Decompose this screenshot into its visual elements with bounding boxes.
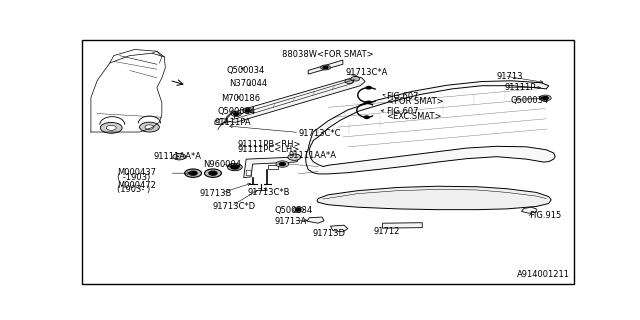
Polygon shape (244, 157, 298, 178)
Circle shape (243, 108, 253, 113)
Text: 91713C*C: 91713C*C (298, 129, 340, 138)
Polygon shape (522, 207, 536, 213)
Text: Q500034: Q500034 (227, 66, 264, 75)
Text: 91111AA*A: 91111AA*A (288, 151, 337, 160)
Circle shape (173, 154, 186, 160)
Polygon shape (306, 81, 555, 174)
Circle shape (345, 79, 354, 84)
Text: 91712: 91712 (374, 227, 400, 236)
Circle shape (106, 125, 116, 130)
Text: 91111PA: 91111PA (215, 118, 252, 127)
Bar (269, 165, 278, 170)
Text: FIG.915: FIG.915 (529, 211, 561, 220)
Circle shape (245, 109, 250, 112)
Circle shape (189, 171, 197, 175)
Circle shape (296, 208, 301, 211)
Polygon shape (383, 223, 422, 228)
Text: 91111AA*A: 91111AA*A (154, 152, 202, 161)
Polygon shape (246, 170, 251, 176)
Text: A914001211: A914001211 (517, 270, 570, 279)
Text: FIG.607: FIG.607 (387, 107, 419, 116)
Text: M000472: M000472 (117, 180, 156, 189)
Circle shape (205, 169, 221, 177)
Circle shape (288, 154, 301, 160)
Polygon shape (215, 118, 227, 124)
Text: (1903- ): (1903- ) (117, 185, 150, 195)
Text: 91713C*D: 91713C*D (213, 202, 256, 211)
Text: 91111PB<RH>: 91111PB<RH> (237, 140, 301, 149)
Circle shape (292, 207, 304, 212)
Circle shape (280, 163, 285, 165)
Circle shape (366, 86, 371, 89)
Text: ( -1903): ( -1903) (117, 173, 150, 182)
Circle shape (100, 123, 122, 133)
Polygon shape (307, 217, 324, 223)
Circle shape (185, 169, 202, 177)
Polygon shape (317, 186, 551, 210)
Circle shape (234, 113, 239, 115)
Circle shape (542, 97, 548, 100)
Text: M000437: M000437 (117, 168, 156, 177)
Text: <FOR SMAT>: <FOR SMAT> (387, 97, 443, 106)
Text: Q500034: Q500034 (511, 95, 548, 105)
Text: M700186: M700186 (221, 94, 260, 103)
Circle shape (540, 95, 551, 101)
Circle shape (227, 163, 242, 171)
Text: Q500034: Q500034 (275, 206, 313, 215)
Circle shape (209, 171, 217, 175)
Circle shape (231, 165, 239, 169)
Text: N370044: N370044 (229, 79, 267, 89)
Text: <EXC.SMAT>: <EXC.SMAT> (387, 111, 442, 121)
Circle shape (231, 112, 241, 116)
Text: 91713C*B: 91713C*B (248, 188, 290, 197)
Circle shape (140, 122, 159, 132)
Circle shape (276, 161, 289, 167)
Text: N960004: N960004 (203, 160, 241, 169)
Text: FIG.607: FIG.607 (387, 92, 419, 101)
Polygon shape (227, 76, 365, 122)
Circle shape (145, 125, 154, 129)
Text: 91111PC<LH>: 91111PC<LH> (237, 145, 300, 154)
Text: 91713: 91713 (497, 72, 523, 81)
Circle shape (364, 102, 369, 105)
Polygon shape (308, 60, 343, 74)
Circle shape (366, 101, 371, 104)
Circle shape (323, 66, 328, 69)
Text: 91713D: 91713D (312, 229, 345, 238)
Text: 91713B: 91713B (199, 189, 232, 198)
Text: 91713A: 91713A (275, 217, 307, 226)
Text: 88038W<FOR SMAT>: 88038W<FOR SMAT> (282, 50, 374, 59)
Text: Q500034: Q500034 (218, 107, 255, 116)
Circle shape (351, 76, 360, 81)
Circle shape (321, 65, 330, 70)
Polygon shape (330, 225, 348, 232)
Circle shape (364, 116, 369, 118)
Text: 91713C*A: 91713C*A (346, 68, 388, 77)
Text: 91111P: 91111P (504, 83, 536, 92)
